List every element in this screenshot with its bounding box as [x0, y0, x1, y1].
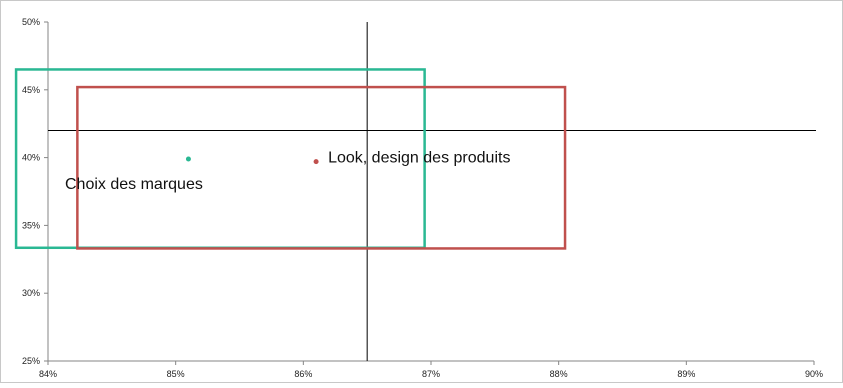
series-boxes	[14, 68, 567, 250]
y-tick-label: 25%	[22, 356, 40, 366]
x-tick-label: 85%	[167, 369, 185, 379]
look-design-label: Look, design des produits	[328, 150, 510, 167]
y-tick-label: 40%	[22, 153, 40, 163]
x-tick-label: 90%	[805, 369, 823, 379]
axes: 25% 30% 35% 40% 45% 50% 84% 85% 86% 87% 88% 89% 90%	[22, 17, 823, 379]
look-design-box	[76, 85, 567, 250]
y-tick-label: 50%	[22, 17, 40, 27]
series-points	[185, 156, 319, 165]
x-tick-label: 84%	[39, 369, 57, 379]
x-tick-label: 87%	[422, 369, 440, 379]
y-tick-label: 30%	[22, 288, 40, 298]
choix-des-marques-point	[185, 156, 191, 162]
x-tick-label: 88%	[550, 369, 568, 379]
series-labels: Choix des marques Look, design des produi…	[65, 150, 510, 193]
y-tick-label: 35%	[22, 220, 40, 230]
look-design-point	[313, 159, 319, 165]
x-tick-label: 86%	[294, 369, 312, 379]
reference-lines	[48, 22, 816, 361]
choix-des-marques-label: Choix des marques	[65, 176, 203, 193]
y-tick-label: 45%	[22, 85, 40, 95]
x-tick-label: 89%	[677, 369, 695, 379]
